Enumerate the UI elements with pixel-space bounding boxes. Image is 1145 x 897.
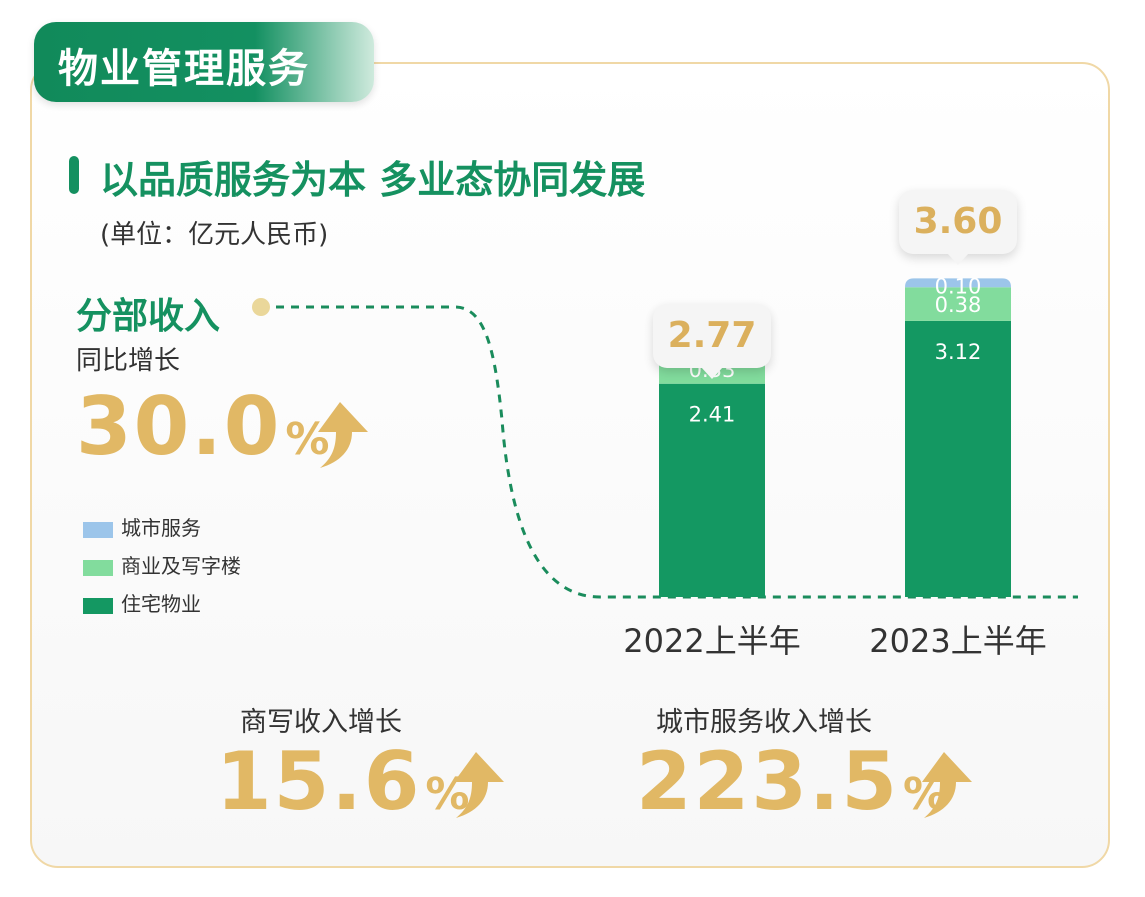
category-label: 2022上半年 bbox=[623, 622, 800, 660]
page-title: 以品质服务为本 多业态协同发展 bbox=[100, 158, 646, 202]
legend-swatch-commercial bbox=[83, 559, 113, 576]
commercial-growth-value: 15.6% bbox=[216, 735, 469, 828]
bar-segment-commercial bbox=[905, 287, 1011, 321]
up-arrow-icon bbox=[922, 752, 972, 818]
legend-item-residential: 住宅物业 bbox=[83, 588, 201, 617]
section-tab-title: 物业管理服务 bbox=[58, 46, 310, 92]
unit-label: (单位：亿元人民币) bbox=[100, 220, 329, 250]
up-arrow-icon bbox=[318, 402, 368, 468]
section-tab: 物业管理服务 bbox=[34, 22, 374, 102]
connector-line bbox=[252, 298, 1078, 599]
commercial-growth-number: 15.6 bbox=[216, 735, 422, 828]
city-growth-value: 223.5% bbox=[636, 735, 947, 828]
legend-label-city: 城市服务 bbox=[121, 516, 201, 540]
legend-label-residential: 住宅物业 bbox=[121, 592, 201, 616]
data-label-residential: 3.12 bbox=[935, 340, 982, 364]
legend-swatch-city bbox=[83, 521, 113, 538]
segment-growth-value: 30.0% bbox=[76, 380, 329, 473]
bar-segment-residential bbox=[905, 320, 1011, 597]
data-label-commercial: 0.38 bbox=[935, 293, 982, 317]
bar-segment-city bbox=[905, 278, 1011, 288]
yoy-label: 同比增长 bbox=[76, 346, 181, 376]
metric-label-city: 城市服务收入增长 bbox=[656, 707, 872, 738]
legend-item-city: 城市服务 bbox=[83, 512, 201, 541]
data-label-city: 0.10 bbox=[935, 274, 982, 298]
legend-swatch-residential bbox=[83, 597, 113, 614]
title-accent-bar bbox=[69, 156, 79, 194]
bar-segment-residential bbox=[659, 383, 765, 597]
category-label: 2023上半年 bbox=[869, 622, 1046, 660]
data-label-residential: 2.41 bbox=[689, 403, 736, 427]
up-arrow-icon bbox=[454, 752, 504, 818]
metric-label-commercial: 商写收入增长 bbox=[240, 707, 402, 738]
segment-revenue-title: 分部收入 bbox=[76, 296, 221, 337]
legend-item-commercial: 商业及写字楼 bbox=[83, 550, 241, 579]
total-value-2023: 3.60 bbox=[913, 201, 1003, 242]
city-growth-number: 223.5 bbox=[636, 735, 900, 828]
total-bubble-2022: 2.77 bbox=[653, 304, 771, 379]
legend-label-commercial: 商业及写字楼 bbox=[121, 554, 241, 578]
segment-growth-percent: % bbox=[285, 414, 330, 465]
total-bubble-2023: 3.60 bbox=[899, 190, 1017, 265]
total-value-2022: 2.77 bbox=[667, 315, 757, 356]
segment-growth-number: 30.0 bbox=[76, 380, 282, 473]
